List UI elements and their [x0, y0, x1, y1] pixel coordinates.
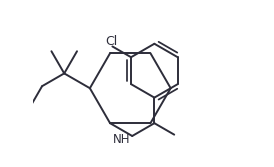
Text: Cl: Cl — [105, 35, 117, 48]
Text: NH: NH — [112, 132, 130, 145]
